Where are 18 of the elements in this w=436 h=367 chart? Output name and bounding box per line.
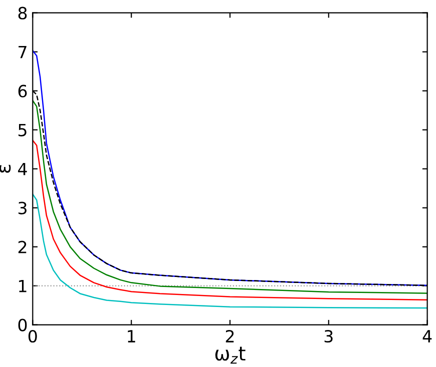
x-tick-label: 4 [422, 330, 432, 342]
x-tick-label: 1 [128, 330, 136, 342]
y-tick-label: 5 [18, 124, 26, 136]
y-tick-label: 2 [18, 240, 26, 254]
x-tick-label: 2 [226, 330, 234, 342]
y-tick-label: 0 [18, 318, 27, 332]
y-tick-label: 7 [18, 46, 26, 58]
line-series [32, 140, 428, 300]
y-tick-label: 4 [18, 163, 27, 176]
y-tick-label: 3 [18, 202, 27, 214]
y-tick-label: 1 [19, 280, 26, 292]
y-tick-label: 8 [18, 6, 27, 20]
x-axis-title: ω$_{z}$t [215, 346, 246, 364]
y-tick-label: 6 [18, 84, 27, 98]
x-tick-label: 3 [324, 330, 333, 343]
x-tick-label: 0 [28, 330, 37, 343]
line-series [32, 194, 428, 309]
y-axis-title: ε [0, 164, 11, 173]
